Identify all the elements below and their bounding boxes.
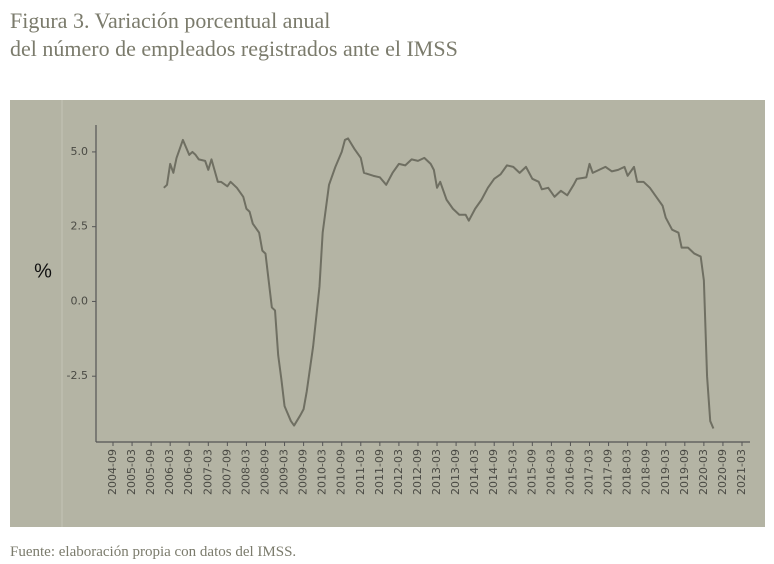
x-tick-label: 2018-09 (640, 449, 653, 495)
y-axis-label: % (34, 260, 52, 282)
data-line (163, 137, 715, 429)
x-tick-label: 2019-09 (678, 449, 691, 495)
source-note: Fuente: elaboración propia con datos del… (10, 544, 296, 560)
x-tick-label: 2020-03 (697, 449, 710, 495)
x-tick-label: 2011-03 (354, 449, 367, 495)
x-tick-label: 2014-03 (468, 449, 481, 495)
y-tick-label: 2.5 (71, 220, 89, 233)
x-tick-label: 2008-03 (239, 449, 252, 495)
x-tick-label: 2005-09 (144, 449, 157, 495)
y-tick-label: 5.0 (71, 145, 89, 158)
x-tick-label: 2012-09 (411, 449, 424, 495)
x-tick-label: 2009-03 (278, 449, 291, 495)
x-tick-label: 2016-09 (563, 449, 576, 495)
x-tick-label: 2006-03 (163, 449, 176, 495)
y-tick-label: 0.0 (71, 294, 89, 307)
x-tick-label: 2004-09 (106, 449, 119, 495)
x-tick-label: 2019-03 (659, 449, 672, 495)
x-tick-label: 2016-03 (544, 449, 557, 495)
x-tick-label: 2008-09 (258, 449, 271, 495)
x-tick-label: 2007-09 (220, 449, 233, 495)
x-tick-label: 2007-03 (201, 449, 214, 495)
x-tick-label: 2021-03 (735, 449, 748, 495)
chart-title: Figura 3. Variación porcentual anual (10, 8, 330, 33)
x-tick-label: 2005-03 (125, 449, 138, 495)
plot-panel (10, 100, 765, 527)
x-tick-label: 2017-09 (602, 449, 615, 495)
x-tick-label: 2009-09 (297, 449, 310, 495)
x-tick-label: 2013-09 (449, 449, 462, 495)
x-tick-label: 2014-09 (487, 449, 500, 495)
y-tick-label: -2.5 (67, 369, 88, 382)
x-tick-label: 2017-03 (583, 449, 596, 495)
x-tick-label: 2018-03 (621, 449, 634, 495)
chart-title: del número de empleados registrados ante… (10, 36, 458, 61)
x-tick-label: 2010-09 (335, 449, 348, 495)
x-tick-label: 2010-03 (316, 449, 329, 495)
x-tick-label: 2011-09 (373, 449, 386, 495)
x-tick-label: 2020-09 (716, 449, 729, 495)
x-tick-label: 2015-09 (525, 449, 538, 495)
x-tick-label: 2012-03 (392, 449, 405, 495)
x-tick-label: 2006-09 (182, 449, 195, 495)
x-tick-label: 2015-03 (506, 449, 519, 495)
x-tick-label: 2013-03 (430, 449, 443, 495)
